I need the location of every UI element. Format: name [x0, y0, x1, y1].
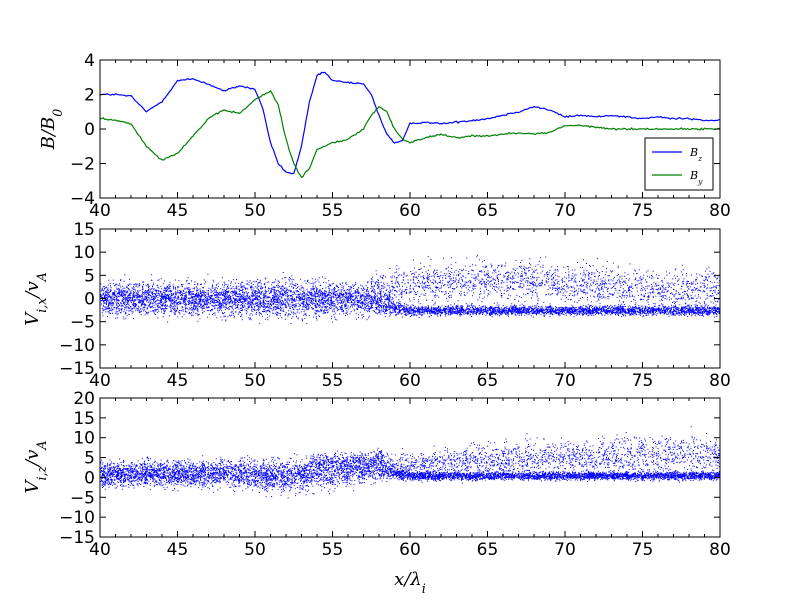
bfield-axes-frame [99, 59, 721, 199]
bfield-ytick-label: −2 [70, 155, 95, 175]
bfield-xtick-label: 50 [244, 201, 266, 221]
bfield-ticks: 40 45 50 55 60 65 70 75 80 4 2 0 −2 −4 [70, 51, 731, 221]
bfield-xtick-label: 75 [632, 201, 654, 221]
bfield-xtick-label: 60 [399, 201, 421, 221]
vix-plot-area [100, 254, 720, 325]
bfield-xtick-label: 80 [709, 201, 731, 221]
vix-xtick-label: 40 [89, 371, 111, 391]
vix-ytick-label: 10 [73, 243, 95, 263]
vix-xtick-label: 75 [632, 371, 654, 391]
viz-xtick-label: 70 [554, 540, 576, 560]
bfield-xtick-label: 70 [554, 201, 576, 221]
legend-label-by: By [689, 169, 703, 186]
viz-xtick-label: 80 [709, 540, 731, 560]
viz-xtick-label: 55 [322, 540, 344, 560]
viz-ylabel: Vi,z/vA [22, 440, 49, 493]
bfield-ylabel: B/B0 [38, 109, 65, 151]
bfield-xtick-label: 55 [322, 201, 344, 221]
bfield-xtick-label: 65 [477, 201, 499, 221]
legend-label-bz: Bz [689, 146, 703, 163]
bfield-xtick-label: 45 [167, 201, 189, 221]
viz-ytick-label: 15 [73, 409, 95, 429]
vix-ytick-label: 15 [73, 220, 95, 240]
series-line-bz [100, 71, 720, 175]
vix-ytick-label: −15 [59, 359, 95, 379]
bfield-ytick-label: 0 [84, 120, 95, 140]
viz-ytick-label: −15 [59, 528, 95, 548]
bfield-ytick-label: −4 [70, 189, 95, 209]
vix-ytick-label: −10 [59, 336, 95, 356]
viz-plot-area [100, 426, 720, 499]
viz-xtick-label: 65 [477, 540, 499, 560]
viz-ytick-label: 5 [84, 449, 95, 469]
bfield-ytick-label: 4 [84, 51, 95, 71]
vix-xtick-label: 80 [709, 371, 731, 391]
vix-xtick-label: 55 [322, 371, 344, 391]
vix-scatter-points [100, 254, 720, 325]
vix-xtick-label: 70 [554, 371, 576, 391]
bfield-ytick-label: 2 [84, 86, 95, 106]
vix-xtick-label: 60 [399, 371, 421, 391]
viz-xtick-label: 45 [167, 540, 189, 560]
bfield-panel: 40 45 50 55 60 65 70 75 80 4 2 0 −2 −4 B/B0 Bz By [38, 51, 731, 221]
bfield-xtick-label: 40 [89, 201, 111, 221]
legend: Bz By [644, 137, 714, 191]
vix-ytick-label: −5 [70, 313, 95, 333]
series-line-by [100, 89, 720, 179]
vix-ylabel: Vi,x/vA [22, 272, 49, 325]
viz-ytick-label: −10 [59, 508, 95, 528]
vix-xtick-label: 45 [167, 371, 189, 391]
legend-box [644, 137, 714, 191]
viz-xtick-label: 50 [244, 540, 266, 560]
figure-xlabel: x/λi [394, 569, 426, 596]
vix-ytick-label: 5 [84, 266, 95, 286]
vix-ytick-label: 0 [84, 290, 95, 310]
viz-ytick-label: 10 [73, 429, 95, 449]
viz-xtick-label: 60 [399, 540, 421, 560]
viz-xtick-label: 40 [89, 540, 111, 560]
bfield-plot-area [100, 71, 720, 179]
viz-scatter-points [100, 426, 720, 499]
viz-xtick-label: 75 [632, 540, 654, 560]
viz-ytick-label: −5 [70, 488, 95, 508]
viz-ytick-label: 0 [84, 468, 95, 488]
vix-xtick-label: 65 [477, 371, 499, 391]
vix-xtick-label: 50 [244, 371, 266, 391]
viz-ytick-label: 20 [73, 389, 95, 409]
